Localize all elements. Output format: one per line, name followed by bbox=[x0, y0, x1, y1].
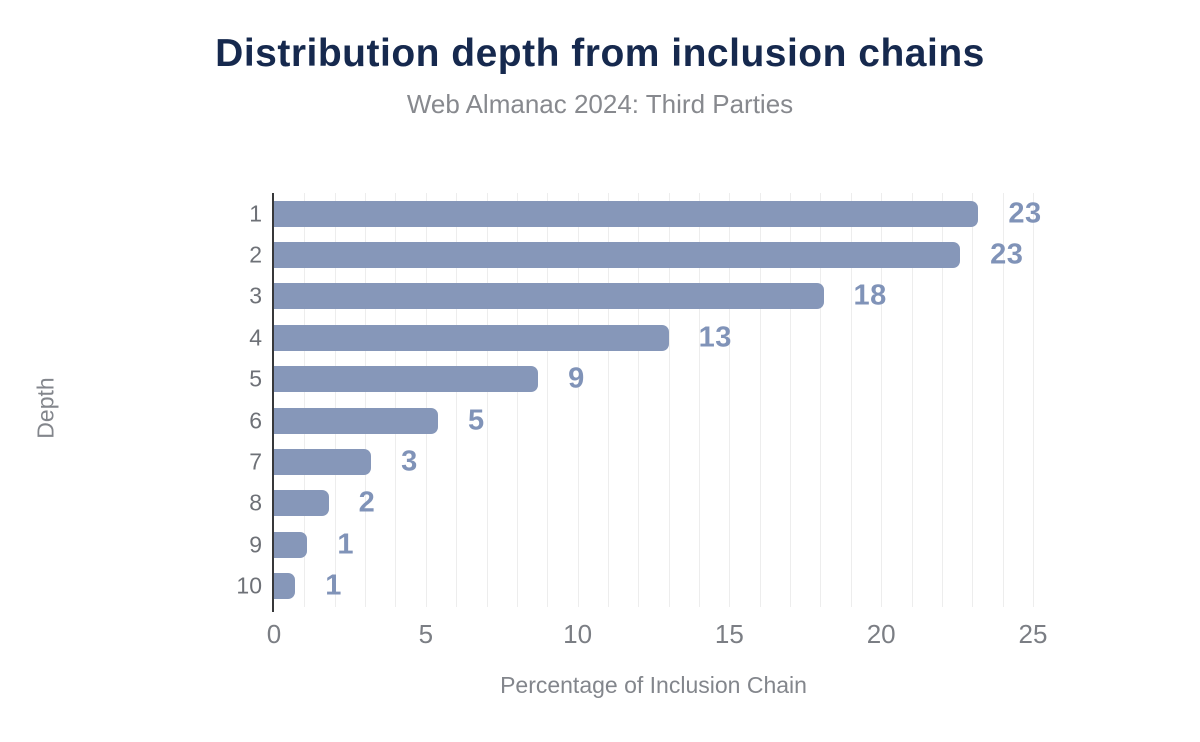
value-label: 9 bbox=[568, 362, 585, 395]
gridline bbox=[638, 193, 640, 607]
gridline bbox=[790, 193, 792, 607]
value-label: 5 bbox=[467, 404, 485, 437]
y-tick-label: 3 bbox=[249, 282, 262, 309]
y-tick-label: 6 bbox=[249, 407, 262, 434]
gridline bbox=[759, 193, 761, 607]
value-label: 23 bbox=[1008, 197, 1042, 230]
gridline bbox=[881, 193, 883, 607]
value-label: 1 bbox=[325, 569, 342, 602]
gridline bbox=[668, 193, 670, 607]
bar-depth-7 bbox=[274, 449, 372, 476]
y-tick-label: 5 bbox=[249, 365, 262, 392]
x-tick-label: 5 bbox=[418, 619, 434, 649]
bar-row-depth-1: 1 23 bbox=[249, 193, 1041, 234]
chart-title: Distribution depth from inclusion chains bbox=[215, 32, 985, 75]
value-label: 18 bbox=[853, 279, 887, 312]
gridline bbox=[486, 193, 488, 607]
bar-depth-1 bbox=[274, 200, 979, 227]
x-tick-label: 25 bbox=[1018, 619, 1048, 649]
y-tick-label: 7 bbox=[249, 448, 262, 475]
value-label: 3 bbox=[401, 445, 418, 478]
bar-depth-8 bbox=[274, 490, 329, 517]
y-axis-title: Depth bbox=[32, 377, 59, 439]
bar-row-depth-3: 3 18 bbox=[249, 276, 1033, 317]
value-label: 2 bbox=[358, 486, 376, 519]
x-tick-label: 20 bbox=[866, 619, 896, 649]
bar-depth-2 bbox=[274, 242, 961, 269]
bar-depth-6 bbox=[274, 407, 438, 434]
bar-depth-3 bbox=[274, 283, 824, 310]
plot-area: 1 23 2 23 3 18 4 13 5 9 6 5 7 3 8 2 9 1 10 1 0 5 10 15 20 25 Per… bbox=[236, 193, 1047, 698]
gridline bbox=[941, 193, 943, 607]
gridline bbox=[972, 193, 974, 607]
value-label: 23 bbox=[990, 238, 1024, 271]
bar-row-depth-4: 4 13 bbox=[249, 317, 1033, 358]
gridline bbox=[577, 193, 579, 607]
gridline bbox=[729, 193, 731, 607]
gridline bbox=[395, 193, 397, 607]
y-tick-label: 2 bbox=[249, 241, 262, 268]
gridline bbox=[1002, 193, 1004, 607]
bar-depth-9 bbox=[274, 531, 308, 558]
x-tick-label: 10 bbox=[563, 619, 593, 649]
gridline bbox=[850, 193, 852, 607]
y-tick-label: 10 bbox=[236, 572, 262, 599]
bar-depth-5 bbox=[274, 366, 539, 393]
bar-row-depth-10: 10 1 bbox=[236, 566, 1033, 607]
gridline bbox=[1033, 193, 1034, 607]
gridline bbox=[911, 193, 913, 607]
bar-depth-10 bbox=[274, 573, 296, 600]
gridline bbox=[516, 193, 518, 607]
bar-depth-4 bbox=[274, 324, 669, 351]
x-axis-title: Percentage of Inclusion Chain bbox=[500, 672, 807, 698]
gridline bbox=[334, 193, 336, 607]
gridline bbox=[304, 193, 306, 607]
gridline bbox=[547, 193, 549, 607]
y-tick-label: 4 bbox=[249, 324, 262, 351]
gridline bbox=[607, 193, 609, 607]
x-tick-label: 15 bbox=[714, 619, 744, 649]
y-tick-label: 8 bbox=[249, 489, 262, 516]
chart-subtitle: Web Almanac 2024: Third Parties bbox=[406, 89, 794, 119]
gridline bbox=[365, 193, 367, 607]
gridline bbox=[699, 193, 701, 607]
y-tick-label: 1 bbox=[249, 200, 262, 227]
bar-row-depth-2: 2 23 bbox=[249, 234, 1033, 275]
value-label: 13 bbox=[698, 321, 732, 354]
value-label: 1 bbox=[337, 528, 355, 561]
y-tick-label: 9 bbox=[249, 531, 262, 558]
gridline bbox=[456, 193, 458, 607]
x-tick-label: 0 bbox=[266, 619, 282, 649]
gridline bbox=[425, 193, 427, 607]
gridline bbox=[820, 193, 822, 607]
y-axis-line bbox=[272, 193, 274, 612]
